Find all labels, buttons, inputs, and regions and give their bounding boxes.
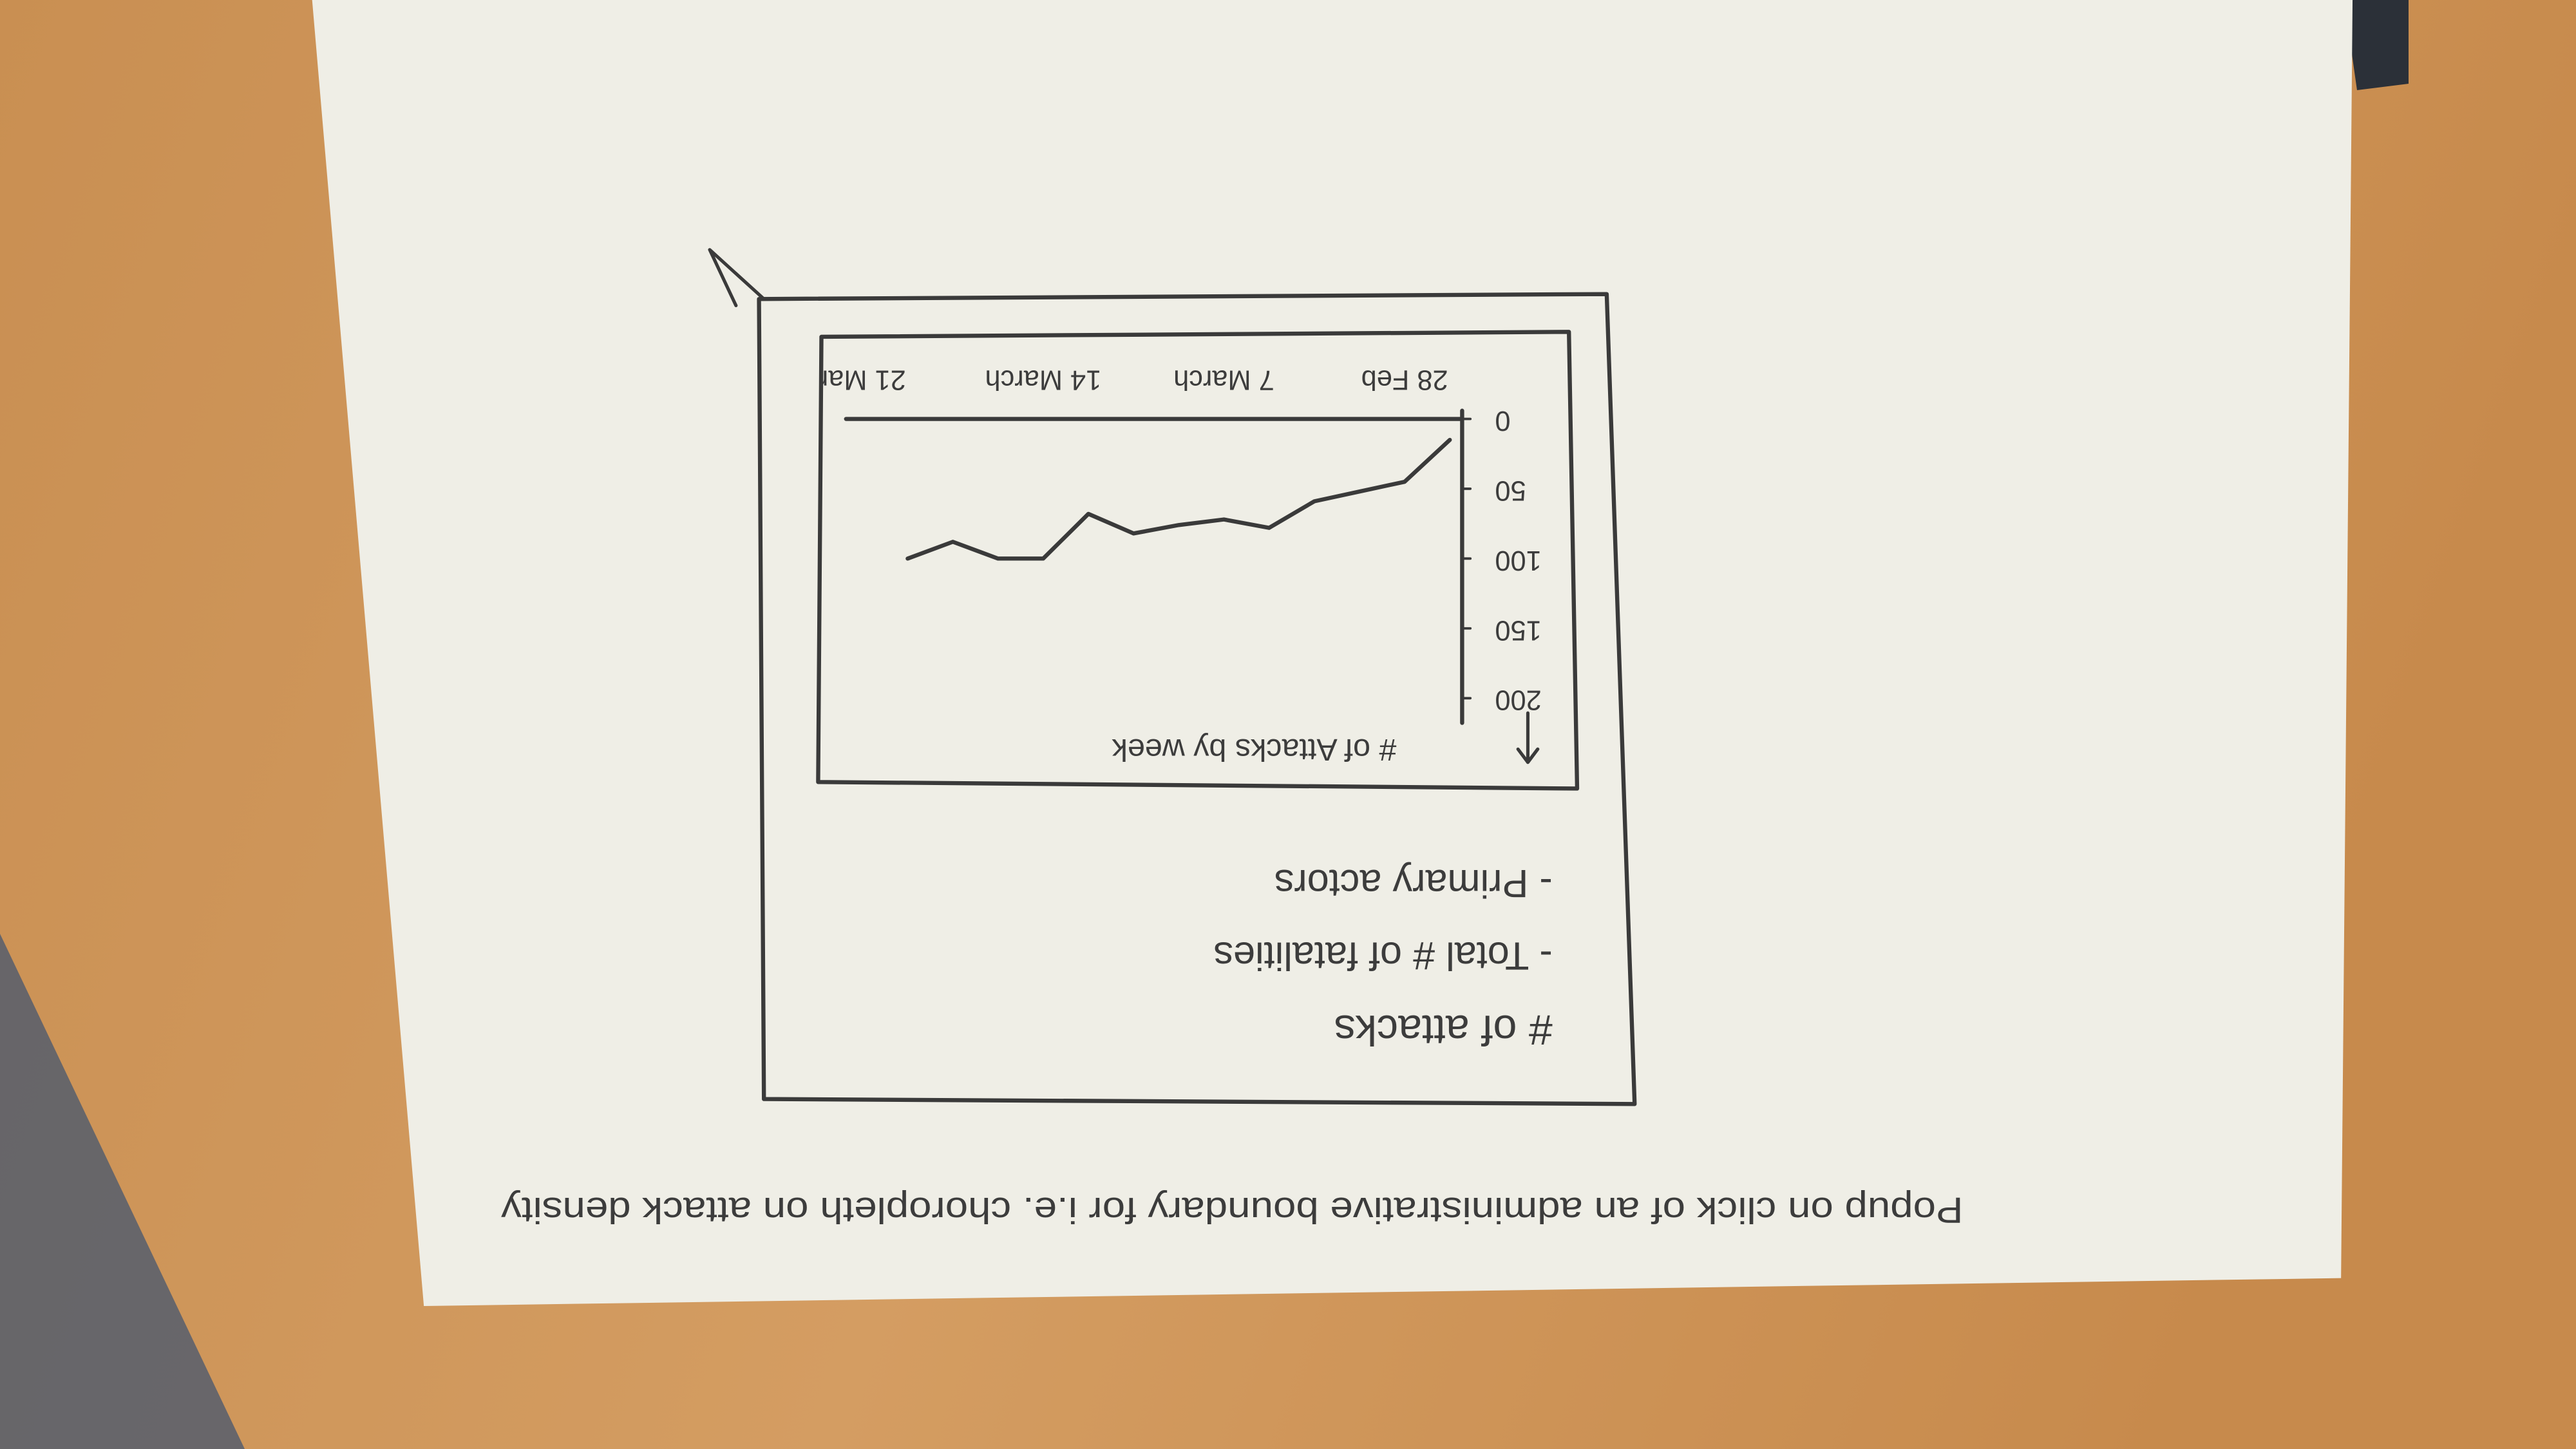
caption: Popup on click of an administrative boun… — [501, 1190, 1963, 1231]
y-tick-label: 200 — [1495, 685, 1541, 715]
popup-item: # of attacks — [1334, 1006, 1553, 1054]
y-arrow-head — [1516, 747, 1540, 764]
chart-box — [816, 330, 1580, 791]
chart-title: # of Attacks by week — [1112, 732, 1396, 767]
x-tick-label: 28 Feb — [1361, 364, 1448, 395]
popup-box — [757, 292, 1637, 1106]
y-tick-label: 100 — [1495, 545, 1541, 576]
popup-item: - Primary actors — [1274, 862, 1553, 905]
photo-scale: Popup on click of an administrative boun… — [312, 0, 2353, 1307]
data-line — [905, 437, 1452, 561]
y-tick-label: 50 — [1495, 475, 1526, 506]
x-tick-label: 14 March — [985, 364, 1102, 395]
x-tick-label: 7 March — [1173, 364, 1274, 395]
binder-edge — [0, 934, 245, 1449]
y-tick-label: 0 — [1495, 405, 1510, 436]
paper — [312, 0, 2353, 1307]
dark-object — [2344, 0, 2409, 90]
y-tick-label: 150 — [1495, 614, 1541, 645]
sketch: Popup on click of an administrative boun… — [501, 248, 1963, 1231]
popup-pointer — [708, 248, 766, 308]
x-tick-label: 21 Mar — [819, 364, 906, 395]
popup-item: - Total # of fatalities — [1213, 934, 1552, 978]
